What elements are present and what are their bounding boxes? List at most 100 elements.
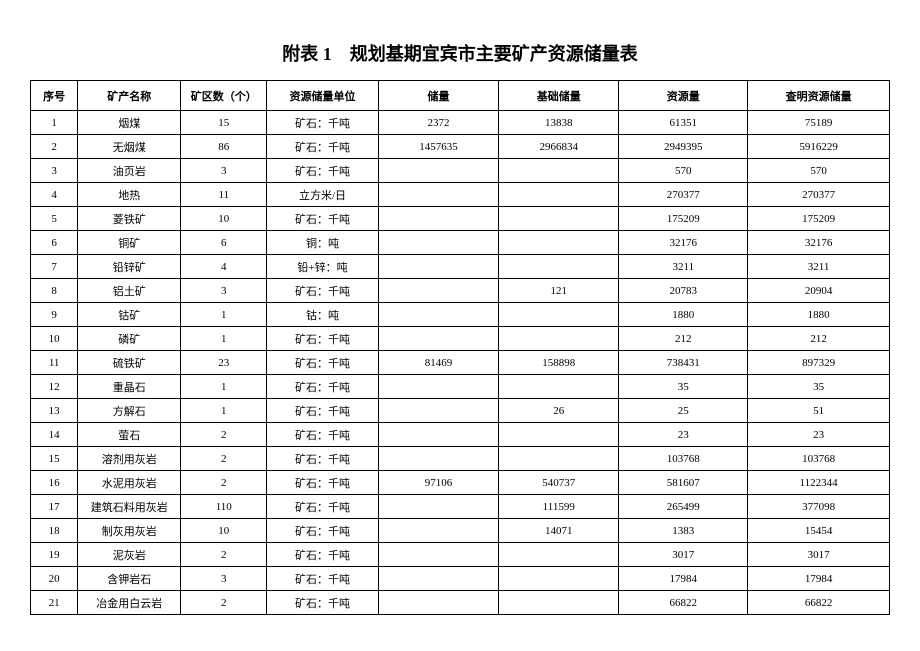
table-cell: 15454 xyxy=(748,519,890,543)
table-row: 16水泥用灰岩2矿石：千吨971065407375816071122344 xyxy=(31,471,890,495)
table-cell: 1 xyxy=(181,327,267,351)
table-cell xyxy=(499,375,619,399)
table-row: 7铅锌矿4铅+锌：吨32113211 xyxy=(31,255,890,279)
table-cell: 2949395 xyxy=(619,135,748,159)
table-row: 15溶剂用灰岩2矿石：千吨103768103768 xyxy=(31,447,890,471)
table-cell: 2 xyxy=(181,591,267,615)
table-cell: 86 xyxy=(181,135,267,159)
table-cell: 11 xyxy=(31,351,78,375)
table-cell: 32176 xyxy=(619,231,748,255)
col-mineral-name: 矿产名称 xyxy=(78,81,181,111)
table-cell: 103768 xyxy=(619,447,748,471)
table-cell: 51 xyxy=(748,399,890,423)
table-header-row: 序号 矿产名称 矿区数（个） 资源储量单位 储量 基础储量 资源量 查明资源储量 xyxy=(31,81,890,111)
table-cell: 4 xyxy=(181,255,267,279)
table-cell: 制灰用灰岩 xyxy=(78,519,181,543)
table-cell: 66822 xyxy=(619,591,748,615)
table-cell: 4 xyxy=(31,183,78,207)
table-cell xyxy=(499,591,619,615)
table-cell: 110 xyxy=(181,495,267,519)
table-cell xyxy=(378,375,498,399)
table-cell: 地热 xyxy=(78,183,181,207)
table-cell: 1 xyxy=(31,111,78,135)
table-cell: 7 xyxy=(31,255,78,279)
table-cell xyxy=(378,591,498,615)
table-cell: 矿石：千吨 xyxy=(267,111,379,135)
table-cell: 66822 xyxy=(748,591,890,615)
table-cell: 1880 xyxy=(748,303,890,327)
table-cell: 矿石：千吨 xyxy=(267,135,379,159)
table-cell: 2966834 xyxy=(499,135,619,159)
table-cell: 3 xyxy=(181,567,267,591)
table-cell: 581607 xyxy=(619,471,748,495)
table-cell: 钴矿 xyxy=(78,303,181,327)
table-cell: 无烟煤 xyxy=(78,135,181,159)
table-cell: 16 xyxy=(31,471,78,495)
table-cell: 175209 xyxy=(748,207,890,231)
table-cell xyxy=(378,495,498,519)
table-cell: 6 xyxy=(31,231,78,255)
table-row: 5菱铁矿10矿石：千吨175209175209 xyxy=(31,207,890,231)
table-body: 1烟煤15矿石：千吨23721383861351751892无烟煤86矿石：千吨… xyxy=(31,111,890,615)
table-cell: 2372 xyxy=(378,111,498,135)
table-cell: 钴：吨 xyxy=(267,303,379,327)
table-cell: 103768 xyxy=(748,447,890,471)
table-cell: 21 xyxy=(31,591,78,615)
table-cell: 32176 xyxy=(748,231,890,255)
table-row: 12重晶石1矿石：千吨3535 xyxy=(31,375,890,399)
table-cell: 9 xyxy=(31,303,78,327)
col-reserves: 储量 xyxy=(378,81,498,111)
col-index: 序号 xyxy=(31,81,78,111)
table-cell: 158898 xyxy=(499,351,619,375)
table-cell: 3211 xyxy=(619,255,748,279)
table-cell: 265499 xyxy=(619,495,748,519)
table-cell: 35 xyxy=(748,375,890,399)
table-cell: 8 xyxy=(31,279,78,303)
table-cell: 1457635 xyxy=(378,135,498,159)
table-cell: 矿石：千吨 xyxy=(267,351,379,375)
table-row: 11硫铁矿23矿石：千吨81469158898738431897329 xyxy=(31,351,890,375)
table-cell: 方解石 xyxy=(78,399,181,423)
table-cell: 175209 xyxy=(619,207,748,231)
table-cell: 矿石：千吨 xyxy=(267,279,379,303)
table-cell: 2 xyxy=(181,423,267,447)
table-cell xyxy=(499,255,619,279)
table-cell: 2 xyxy=(181,447,267,471)
table-cell: 6 xyxy=(181,231,267,255)
table-cell xyxy=(378,207,498,231)
table-cell: 3 xyxy=(181,279,267,303)
table-cell: 81469 xyxy=(378,351,498,375)
table-cell: 3 xyxy=(181,159,267,183)
table-cell: 2 xyxy=(31,135,78,159)
table-cell: 硫铁矿 xyxy=(78,351,181,375)
table-cell: 14 xyxy=(31,423,78,447)
table-row: 18制灰用灰岩10矿石：千吨14071138315454 xyxy=(31,519,890,543)
table-row: 9钴矿1钴：吨18801880 xyxy=(31,303,890,327)
table-cell: 13838 xyxy=(499,111,619,135)
table-cell: 3 xyxy=(31,159,78,183)
table-cell: 水泥用灰岩 xyxy=(78,471,181,495)
col-area-count: 矿区数（个） xyxy=(181,81,267,111)
table-cell xyxy=(378,255,498,279)
table-cell xyxy=(499,303,619,327)
table-cell: 萤石 xyxy=(78,423,181,447)
table-cell: 20 xyxy=(31,567,78,591)
table-cell xyxy=(378,447,498,471)
table-row: 2无烟煤86矿石：千吨1457635296683429493955916229 xyxy=(31,135,890,159)
table-cell: 矿石：千吨 xyxy=(267,375,379,399)
table-cell xyxy=(499,447,619,471)
table-cell: 矿石：千吨 xyxy=(267,519,379,543)
table-cell xyxy=(378,231,498,255)
table-cell: 矿石：千吨 xyxy=(267,543,379,567)
table-cell xyxy=(378,423,498,447)
table-cell: 2 xyxy=(181,471,267,495)
table-cell: 738431 xyxy=(619,351,748,375)
table-cell xyxy=(378,543,498,567)
col-unit: 资源储量单位 xyxy=(267,81,379,111)
table-cell: 97106 xyxy=(378,471,498,495)
table-cell: 矿石：千吨 xyxy=(267,423,379,447)
table-cell xyxy=(378,279,498,303)
table-cell: 矿石：千吨 xyxy=(267,447,379,471)
table-cell xyxy=(499,327,619,351)
table-cell: 11 xyxy=(181,183,267,207)
